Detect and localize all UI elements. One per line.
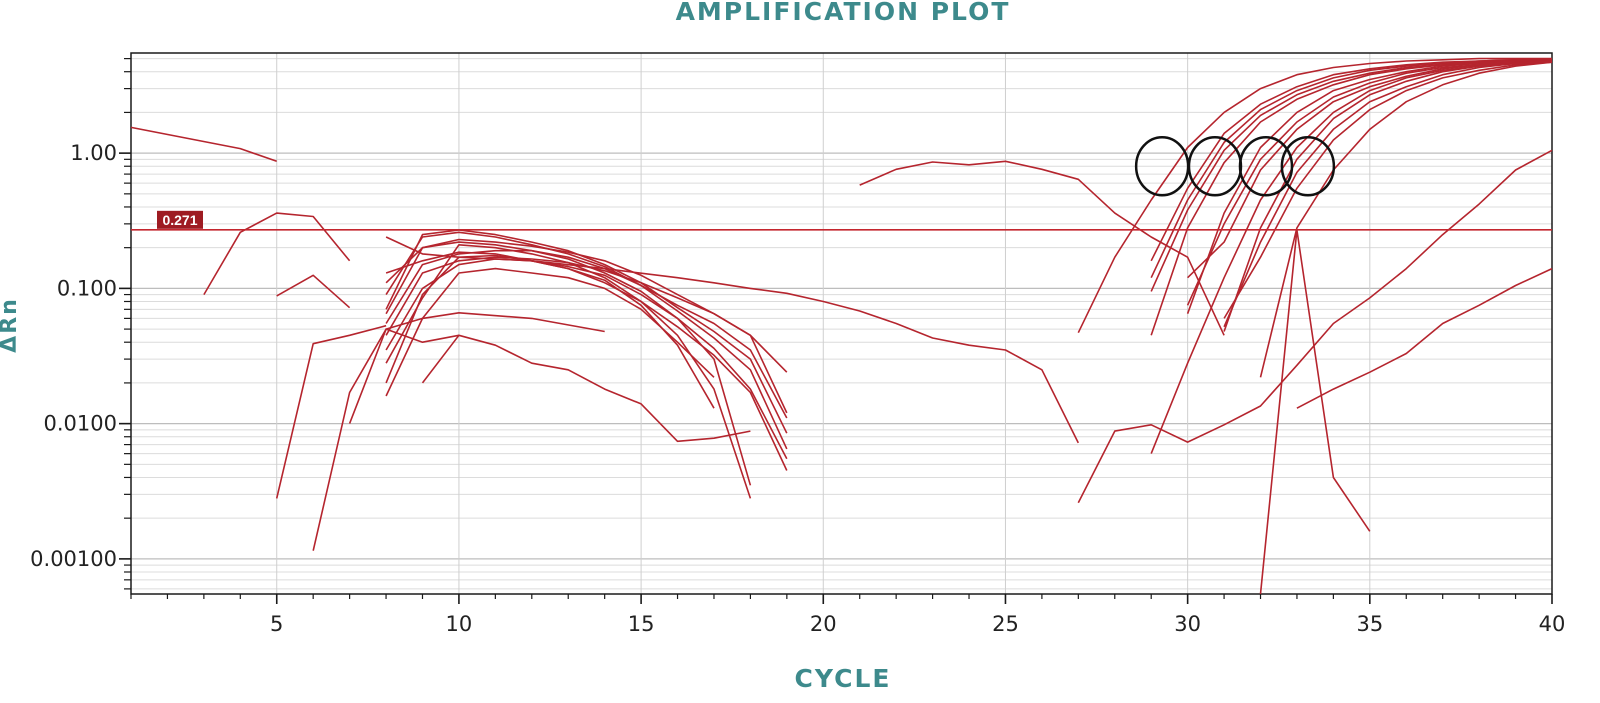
series-line-18 — [385, 236, 1080, 444]
y-axis-label: ΔRn — [0, 297, 22, 353]
threshold-layer: 0.271 — [131, 210, 1552, 231]
grid-lines — [131, 53, 1552, 594]
x-tick-label: 35 — [1356, 612, 1383, 636]
series-line-16 — [385, 267, 715, 397]
y-tick-label: 0.0100 — [44, 412, 117, 436]
x-tick-label: 20 — [810, 612, 837, 636]
annotation-circle-3 — [1238, 135, 1294, 197]
series-line-2 — [203, 212, 351, 296]
x-tick-label: 30 — [1174, 612, 1201, 636]
series-line-35 — [1259, 229, 1371, 595]
x-axis-label: CYCLE — [795, 664, 892, 693]
x-tick-label: 40 — [1539, 612, 1566, 636]
series-line-17 — [385, 238, 788, 373]
annotation-circle-4 — [1280, 135, 1336, 197]
series-line-19 — [421, 334, 751, 443]
series-line-33 — [1150, 60, 1553, 454]
series-line-28 — [1187, 60, 1553, 279]
x-tick-label: 10 — [446, 612, 473, 636]
series-line-32 — [1259, 61, 1553, 378]
series-line-3 — [276, 274, 351, 309]
threshold-badge — [157, 210, 203, 229]
x-tick-label: 25 — [992, 612, 1019, 636]
series-line-36 — [1296, 267, 1553, 409]
series-line-26 — [1186, 59, 1553, 314]
annotation-layer — [1134, 135, 1336, 197]
y-tick-label: 1.00 — [70, 141, 117, 165]
series-line-4 — [275, 324, 387, 499]
x-tick-label: 5 — [270, 612, 283, 636]
series-line-29 — [1223, 60, 1553, 332]
series-line-21 — [1077, 57, 1552, 334]
series-line-31 — [1223, 61, 1553, 319]
x-tick-label: 15 — [628, 612, 655, 636]
series-line-13 — [385, 258, 752, 486]
axes: 5 10 15 20 25 30 35 40 0.00100 0.0100 0.100 1.00 — [30, 57, 1566, 636]
y-tick-label: 0.00100 — [30, 547, 117, 571]
series-line-14 — [385, 244, 752, 499]
series-line-10 — [385, 229, 788, 434]
series-line-20 — [859, 160, 1225, 336]
series-line-23 — [1150, 58, 1552, 279]
series-line-6 — [348, 311, 605, 424]
series-line-12 — [385, 256, 788, 414]
series-line-9 — [385, 231, 788, 450]
series-line-34 — [1077, 149, 1553, 504]
plot-frame — [130, 52, 1553, 595]
chart-title: AMPLIFICATION PLOT — [676, 0, 1011, 26]
y-tick-label: 0.100 — [57, 276, 117, 300]
series-line-11 — [385, 249, 788, 419]
series-line-1 — [130, 126, 277, 163]
series-line-25 — [1150, 59, 1553, 336]
series-layer — [130, 57, 1553, 595]
threshold-label: 0.271 — [162, 212, 197, 228]
